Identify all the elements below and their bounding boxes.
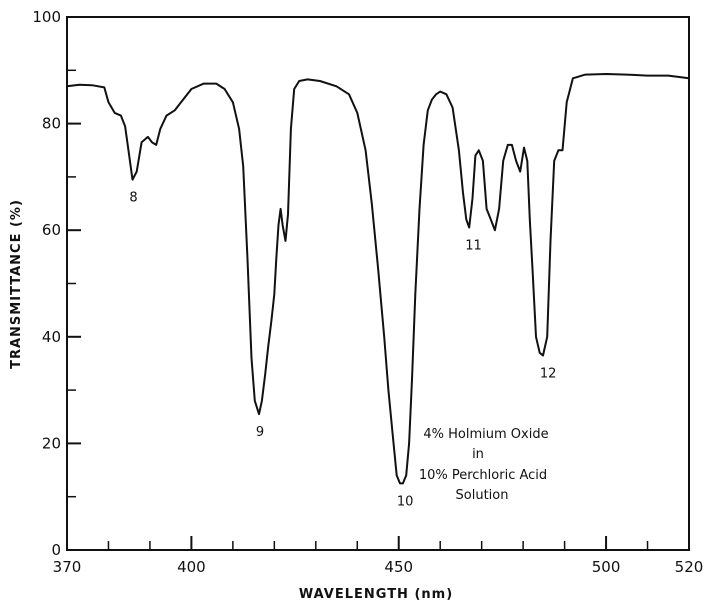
annotation-line-3: 10% Perchloric Acid [419,468,547,483]
y-tick-label: 0 [51,541,61,559]
annotation-line-4: Solution [456,488,509,503]
y-tick-label: 80 [42,115,61,133]
x-tick-label: 370 [53,558,82,576]
peak-label-12: 12 [540,366,557,381]
y-tick-label: 60 [42,221,61,239]
peak-labels: 8 9 10 11 12 [129,191,556,510]
x-axis-title: WAVELENGTH (nm) [299,587,453,602]
x-tick-label: 450 [384,558,413,576]
y-tick-label: 40 [42,328,61,346]
plot-frame [66,16,690,551]
x-tick-label: 520 [675,558,704,576]
chart-annotation: 4% Holmium Oxide in 10% Perchloric Acid … [419,427,549,503]
axes [66,16,690,551]
ticks [66,16,690,551]
transmittance-line [66,73,690,485]
tick-labels: 370 400 450 500 520 0 20 40 60 80 100 [32,8,703,576]
y-tick-label: 20 [42,434,61,452]
y-axis-title: TRANSMITTANCE (%) [9,199,24,369]
y-tick-label: 100 [32,8,61,26]
peak-label-10: 10 [397,494,414,509]
x-tick-label: 500 [592,558,621,576]
peak-label-9: 9 [256,425,264,440]
annotation-line-2: in [472,447,484,462]
peak-label-8: 8 [129,191,137,206]
peak-label-11: 11 [465,239,482,254]
plot-area [66,73,690,485]
x-tick-label: 400 [177,558,206,576]
annotation-line-1: 4% Holmium Oxide [423,427,548,442]
